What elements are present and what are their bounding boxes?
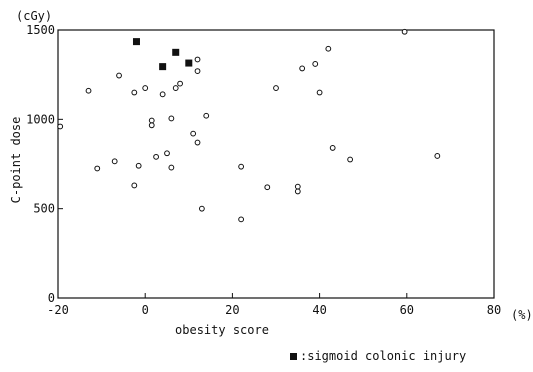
data-point [329, 145, 336, 151]
y-tick-label: 1500 [26, 23, 55, 37]
y-tick-label: 1000 [26, 112, 55, 126]
injury-point [159, 63, 167, 71]
plot-frame [57, 29, 495, 299]
y-unit-label: (cGy) [16, 9, 52, 23]
data-point [238, 216, 245, 223]
data-point [168, 164, 175, 171]
data-point [316, 89, 323, 96]
data-point [299, 65, 306, 72]
data-point-overlap [148, 117, 155, 124]
data-point [434, 153, 441, 159]
data-point [194, 139, 201, 146]
legend-filled-square-icon [290, 352, 297, 360]
data-point [142, 85, 149, 91]
injury-point [172, 48, 180, 56]
data-point [111, 158, 118, 165]
legend: :sigmoid colonic injury [290, 349, 466, 363]
data-point [57, 123, 64, 130]
x-tick-label: 40 [312, 303, 326, 317]
data-point [401, 28, 408, 35]
x-tick-label: -20 [47, 303, 69, 317]
data-point [153, 153, 160, 160]
x-tick-label: 20 [225, 303, 239, 317]
data-point [190, 130, 197, 137]
legend-label: :sigmoid colonic injury [300, 349, 467, 363]
y-tick-label: 0 [48, 291, 55, 305]
data-point [273, 85, 279, 91]
data-point [325, 45, 332, 52]
data-point [116, 72, 122, 79]
x-tick-label: 0 [142, 303, 149, 317]
data-point [312, 61, 319, 67]
data-point [194, 56, 201, 63]
data-point [135, 162, 142, 169]
data-point-overlap [294, 183, 301, 190]
x-axis-title: obesity score [175, 323, 269, 337]
x-tick-label: 80 [487, 303, 501, 317]
data-point [159, 91, 166, 98]
data-point [131, 89, 138, 96]
data-point-overlap [148, 122, 155, 129]
y-axis-title: C-point dose [9, 117, 23, 204]
x-tick-label: 60 [400, 303, 414, 317]
data-point [172, 85, 179, 91]
data-point [164, 150, 170, 157]
data-point-overlap [294, 188, 301, 195]
data-point [347, 156, 354, 163]
data-point [198, 205, 205, 212]
data-point [194, 68, 201, 74]
data-point [238, 163, 245, 170]
data-point [131, 182, 138, 189]
y-tick-label: 500 [33, 202, 55, 216]
data-point [168, 115, 175, 122]
data-point [177, 80, 183, 87]
data-point [264, 184, 271, 191]
injury-point [185, 59, 193, 67]
data-point [203, 112, 210, 119]
x-unit-label: (%) [511, 308, 533, 322]
data-point [85, 87, 92, 94]
injury-point [132, 38, 140, 46]
data-point [94, 165, 101, 172]
